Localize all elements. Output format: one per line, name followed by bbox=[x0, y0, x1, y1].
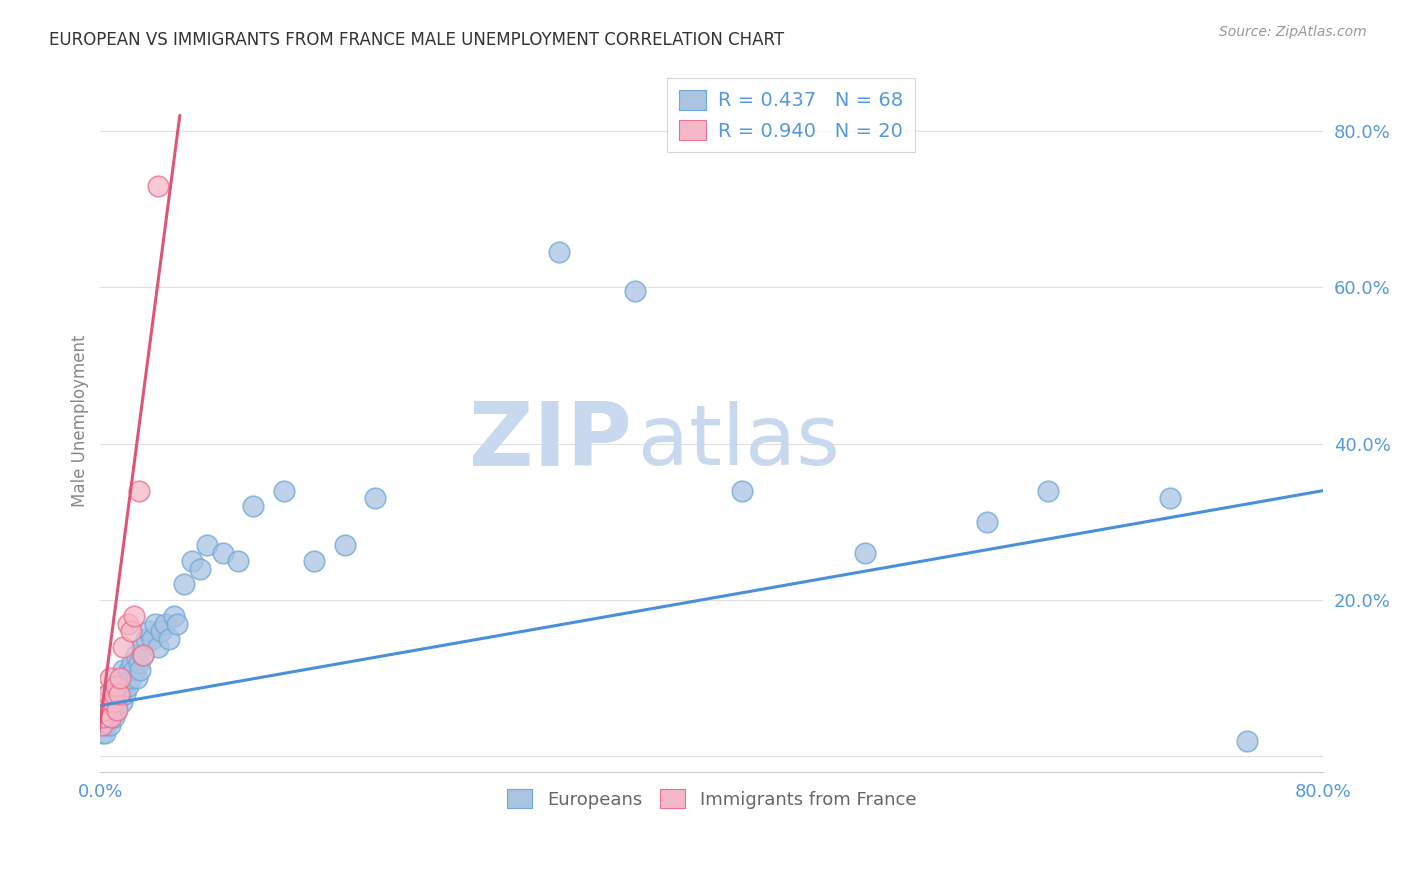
Point bbox=[731, 483, 754, 498]
Point bbox=[104, 679, 127, 693]
Point bbox=[100, 710, 122, 724]
Point bbox=[128, 483, 150, 498]
Point bbox=[226, 554, 249, 568]
Point bbox=[105, 695, 128, 709]
Point bbox=[125, 671, 148, 685]
Text: atlas: atlas bbox=[638, 401, 839, 482]
Point bbox=[97, 710, 120, 724]
Point bbox=[141, 632, 163, 647]
Point bbox=[153, 616, 176, 631]
Point bbox=[104, 687, 127, 701]
Point bbox=[304, 554, 326, 568]
Point bbox=[104, 702, 127, 716]
Point bbox=[166, 616, 188, 631]
Point bbox=[117, 679, 139, 693]
Point bbox=[1036, 483, 1059, 498]
Point bbox=[105, 702, 128, 716]
Point bbox=[132, 648, 155, 662]
Point bbox=[94, 702, 117, 716]
Point bbox=[124, 648, 146, 662]
Point bbox=[90, 726, 112, 740]
Point bbox=[112, 679, 135, 693]
Point bbox=[93, 702, 115, 716]
Point bbox=[112, 640, 135, 654]
Point bbox=[100, 695, 122, 709]
Point bbox=[242, 500, 264, 514]
Point bbox=[131, 640, 153, 654]
Point bbox=[101, 695, 124, 709]
Point bbox=[624, 285, 647, 299]
Point bbox=[100, 710, 122, 724]
Point bbox=[188, 562, 211, 576]
Point bbox=[90, 718, 112, 732]
Point bbox=[97, 687, 120, 701]
Point bbox=[97, 687, 120, 701]
Point bbox=[333, 538, 356, 552]
Point bbox=[96, 695, 118, 709]
Point bbox=[145, 616, 167, 631]
Point bbox=[107, 687, 129, 701]
Point bbox=[148, 178, 170, 193]
Point bbox=[111, 695, 134, 709]
Point bbox=[93, 718, 115, 732]
Point bbox=[211, 546, 233, 560]
Point bbox=[115, 671, 138, 685]
Point bbox=[122, 608, 145, 623]
Point bbox=[103, 695, 125, 709]
Legend: Europeans, Immigrants from France: Europeans, Immigrants from France bbox=[501, 782, 924, 816]
Text: ZIP: ZIP bbox=[470, 398, 633, 485]
Point bbox=[96, 695, 118, 709]
Point bbox=[195, 538, 218, 552]
Text: EUROPEAN VS IMMIGRANTS FROM FRANCE MALE UNEMPLOYMENT CORRELATION CHART: EUROPEAN VS IMMIGRANTS FROM FRANCE MALE … bbox=[49, 31, 785, 49]
Point bbox=[157, 632, 180, 647]
Point bbox=[96, 718, 118, 732]
Point bbox=[976, 515, 998, 529]
Point bbox=[1159, 491, 1181, 506]
Point bbox=[138, 624, 160, 639]
Point bbox=[853, 546, 876, 560]
Point bbox=[118, 664, 141, 678]
Point bbox=[128, 656, 150, 670]
Point bbox=[181, 554, 204, 568]
Text: Source: ZipAtlas.com: Source: ZipAtlas.com bbox=[1219, 25, 1367, 39]
Point bbox=[173, 577, 195, 591]
Point bbox=[110, 671, 132, 685]
Point bbox=[132, 648, 155, 662]
Point bbox=[101, 702, 124, 716]
Point bbox=[273, 483, 295, 498]
Point bbox=[120, 671, 142, 685]
Point bbox=[1236, 733, 1258, 747]
Point bbox=[364, 491, 387, 506]
Point bbox=[121, 656, 143, 670]
Point bbox=[103, 710, 125, 724]
Point bbox=[135, 632, 157, 647]
Point bbox=[94, 726, 117, 740]
Point bbox=[150, 624, 173, 639]
Point bbox=[117, 616, 139, 631]
Point bbox=[101, 679, 124, 693]
Point bbox=[148, 640, 170, 654]
Point bbox=[93, 710, 115, 724]
Point bbox=[103, 687, 125, 701]
Point bbox=[90, 710, 112, 724]
Y-axis label: Male Unemployment: Male Unemployment bbox=[72, 334, 89, 507]
Point bbox=[110, 679, 132, 693]
Point bbox=[107, 687, 129, 701]
Point bbox=[94, 710, 117, 724]
Point bbox=[120, 624, 142, 639]
Point bbox=[129, 664, 152, 678]
Point bbox=[122, 664, 145, 678]
Point bbox=[163, 608, 186, 623]
Point bbox=[112, 664, 135, 678]
Point bbox=[98, 671, 121, 685]
Point bbox=[98, 718, 121, 732]
Point bbox=[547, 245, 569, 260]
Point bbox=[114, 687, 136, 701]
Point bbox=[98, 702, 121, 716]
